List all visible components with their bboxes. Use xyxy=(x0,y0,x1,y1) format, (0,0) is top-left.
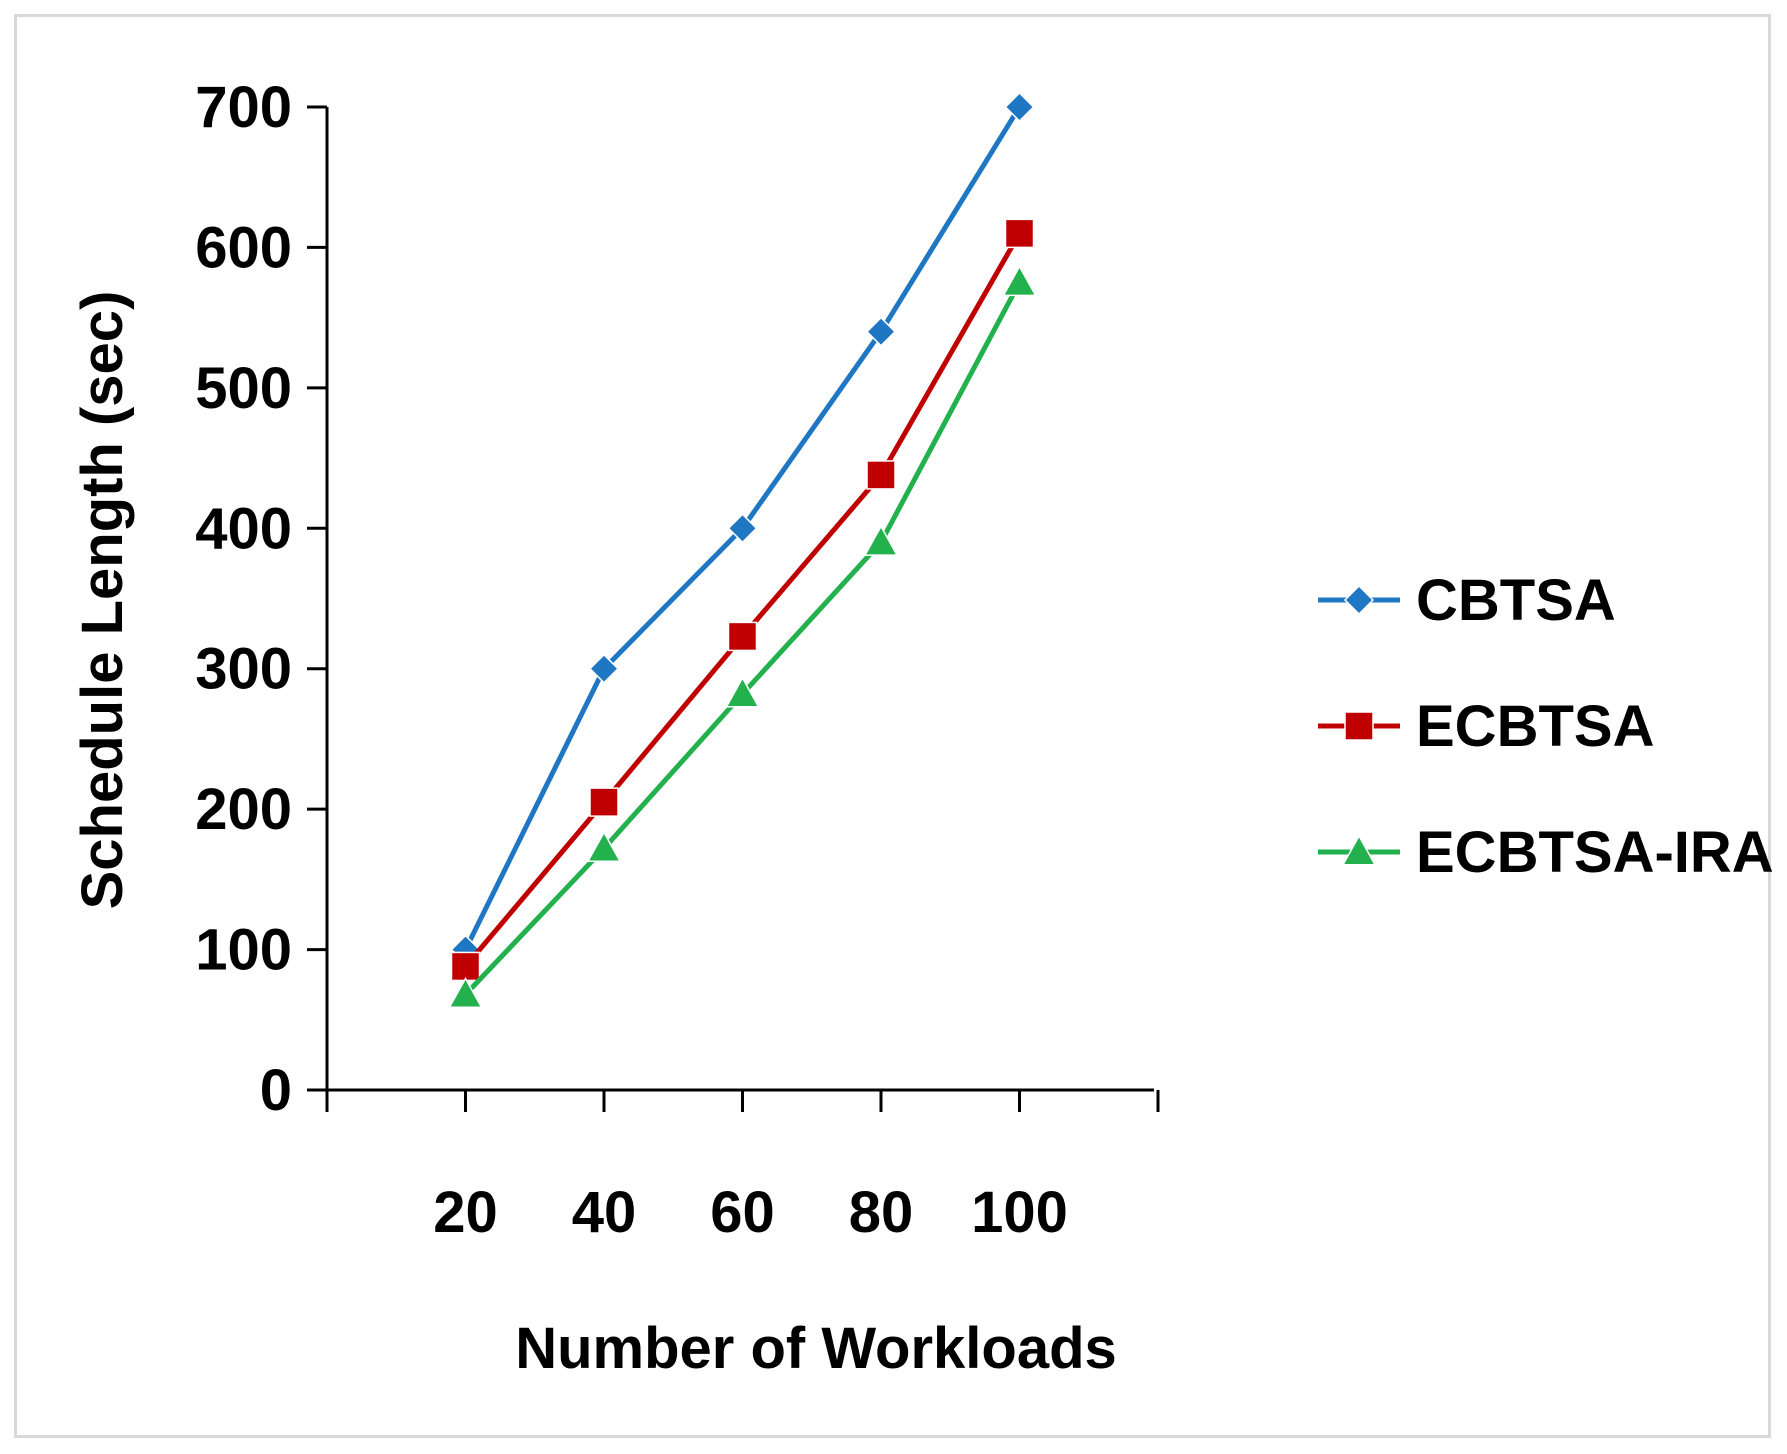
y-tick-label: 600 xyxy=(195,215,292,280)
y-tick-label: 300 xyxy=(195,637,292,702)
data-point xyxy=(863,524,899,556)
legend-label: ECBTSA xyxy=(1416,694,1654,759)
data-point xyxy=(866,460,896,490)
legend-item: ECBTSA-IRA xyxy=(1318,820,1774,885)
data-point xyxy=(588,653,620,684)
data-point xyxy=(1004,91,1035,123)
legend-marker xyxy=(1344,711,1374,741)
series-line xyxy=(463,232,1022,969)
y-tick-label: 100 xyxy=(195,918,292,983)
x-tick-label: 60 xyxy=(710,1180,775,1245)
data-point xyxy=(865,316,897,347)
data-point xyxy=(589,787,619,817)
data-point xyxy=(727,513,758,544)
y-tick-label: 500 xyxy=(195,356,292,421)
data-point xyxy=(725,676,760,708)
legend-label: CBTSA xyxy=(1416,568,1616,633)
series-ecbtsa xyxy=(450,218,1035,982)
data-point xyxy=(448,976,483,1009)
legend-marker xyxy=(1343,584,1375,616)
legend-marker xyxy=(1341,834,1377,866)
y-tick-label: 700 xyxy=(195,75,292,140)
x-tick-label: 80 xyxy=(849,1180,914,1245)
x-axis-ticks: 20 40 60 80 100 xyxy=(325,1090,1160,1245)
data-point xyxy=(1002,264,1037,297)
y-tick-label: 200 xyxy=(195,777,292,842)
data-point xyxy=(586,830,622,863)
legend: CBTSA ECBTSA ECBTSA-IRA xyxy=(1318,568,1774,885)
x-tick-label: 20 xyxy=(433,1180,498,1245)
y-tick-label: 400 xyxy=(195,496,292,561)
chart-frame xyxy=(14,14,1771,1438)
y-axis-title: Schedule Length (sec) xyxy=(70,291,135,910)
series-ecbtsa-ira xyxy=(448,264,1037,1009)
chart-axes xyxy=(307,107,1154,1092)
data-point xyxy=(727,621,758,652)
x-tick-label: 40 xyxy=(572,1180,637,1245)
y-tick-label: 0 xyxy=(260,1058,292,1123)
series-layer xyxy=(448,91,1037,1009)
data-point xyxy=(1004,218,1035,249)
series-cbtsa xyxy=(450,91,1035,965)
x-tick-label: 100 xyxy=(971,1180,1068,1245)
x-axis-title: Number of Workloads xyxy=(515,1316,1117,1381)
legend-item: CBTSA xyxy=(1318,568,1616,633)
y-axis-ticks: 0 100 200 300 400 500 600 700 xyxy=(195,75,327,1123)
legend-item: ECBTSA xyxy=(1318,694,1654,759)
legend-label: ECBTSA-IRA xyxy=(1416,820,1774,885)
data-point xyxy=(450,951,481,982)
